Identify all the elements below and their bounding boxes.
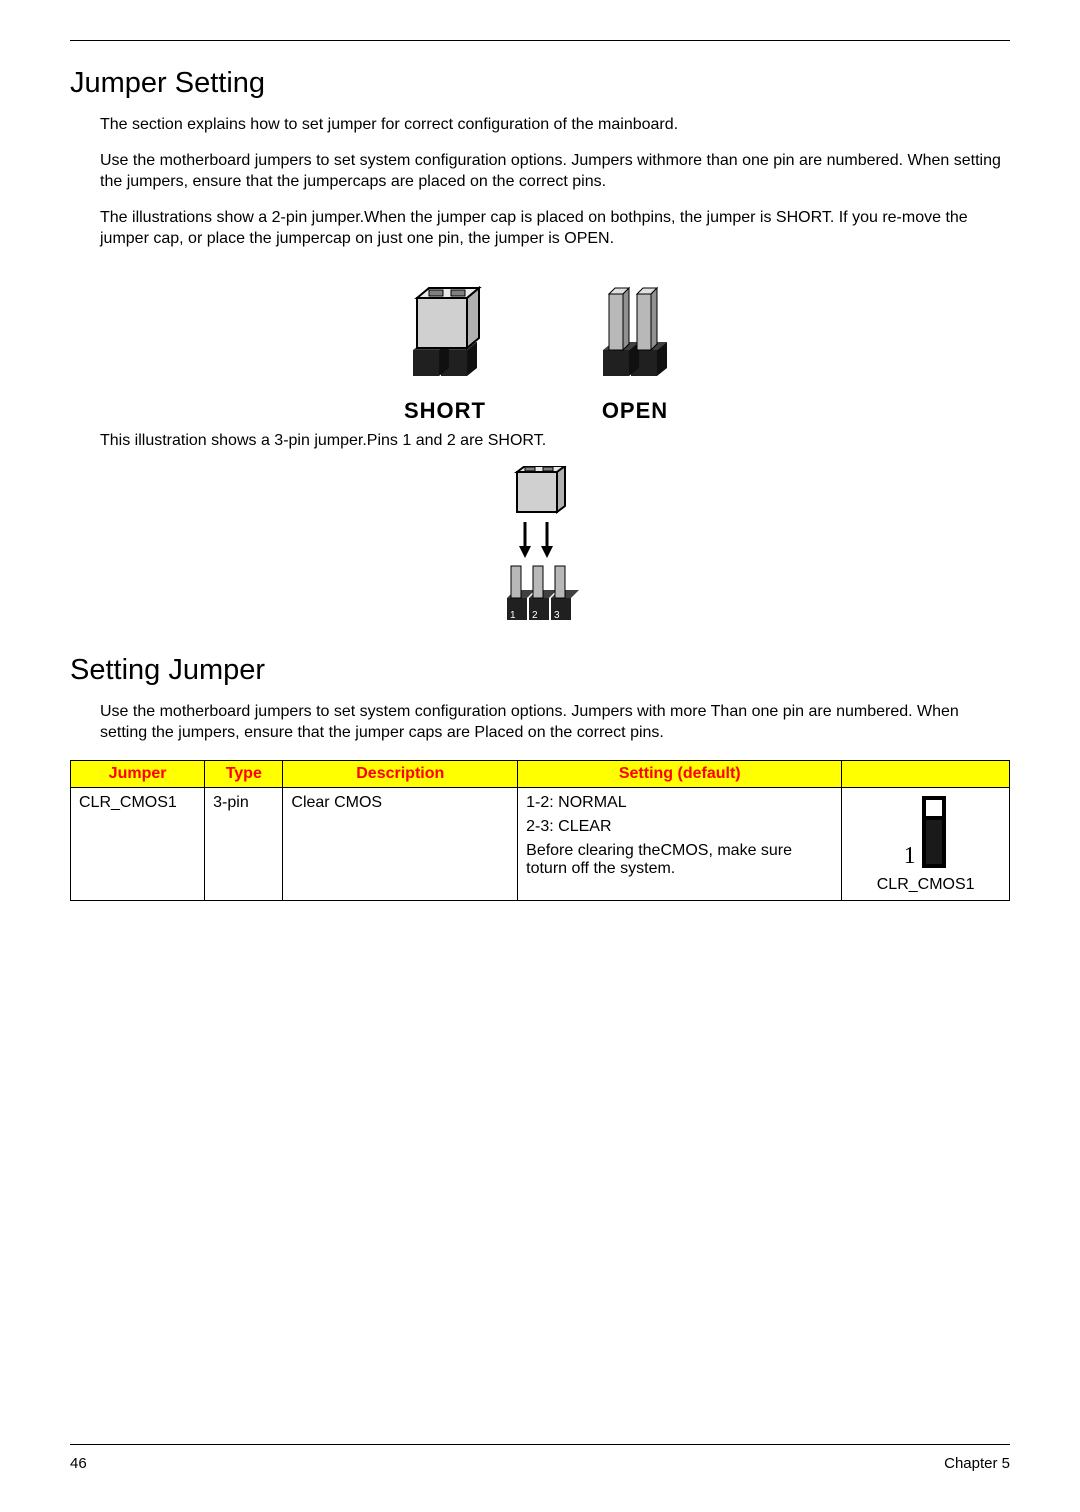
cell-type: 3-pin (205, 787, 283, 900)
label-open: OPEN (602, 398, 668, 424)
jumper-3pin-icon: 1 2 3 (495, 466, 585, 636)
para-2: Use the motherboard jumpers to set syste… (100, 150, 1010, 193)
setting-line-2: 2-3: CLEAR (526, 818, 833, 836)
cell-diagram: 1 CLR_CMOS1 (842, 787, 1010, 900)
top-rule (70, 40, 1010, 41)
para-5: Use the motherboard jumpers to set syste… (100, 701, 1010, 744)
illustration-2pin-row: SHORT OPEN (70, 264, 1010, 424)
cell-jumper: CLR_CMOS1 (71, 787, 205, 900)
th-setting: Setting (default) (518, 760, 842, 787)
illustration-short: SHORT (395, 264, 495, 424)
setting-line-3: Before clearing theCMOS, make sure totur… (526, 842, 833, 878)
pin1-number: 1 (904, 843, 916, 870)
cell-setting: 1-2: NORMAL 2-3: CLEAR Before clearing t… (518, 787, 842, 900)
th-jumper: Jumper (71, 760, 205, 787)
th-description: Description (283, 760, 518, 787)
illustration-open: OPEN (585, 264, 685, 424)
label-short: SHORT (404, 398, 486, 424)
heading-setting-jumper: Setting Jumper (70, 654, 1010, 687)
heading-jumper-setting: Jumper Setting (70, 67, 1010, 100)
para-1: The section explains how to set jumper f… (100, 114, 1010, 136)
svg-text:2: 2 (532, 610, 538, 621)
para-3: The illustrations show a 2-pin jumper.Wh… (100, 207, 1010, 250)
footer: 46 Chapter 5 (70, 1444, 1010, 1472)
jumper-short-icon (395, 264, 495, 384)
diagram-label: CLR_CMOS1 (850, 876, 1001, 894)
svg-text:1: 1 (510, 610, 516, 621)
footer-rule (70, 1444, 1010, 1445)
chapter-label: Chapter 5 (944, 1455, 1010, 1472)
th-diagram (842, 760, 1010, 787)
page: Jumper Setting The section explains how … (0, 0, 1080, 1512)
clr-cmos1-icon (920, 794, 948, 870)
setting-line-1: 1-2: NORMAL (526, 794, 833, 812)
th-type: Type (205, 760, 283, 787)
svg-text:3: 3 (554, 610, 560, 621)
table-row: CLR_CMOS1 3-pin Clear CMOS 1-2: NORMAL 2… (71, 787, 1010, 900)
para-4: This illustration shows a 3-pin jumper.P… (100, 430, 1010, 452)
illustration-3pin: 1 2 3 (70, 466, 1010, 636)
table-header-row: Jumper Type Description Setting (default… (71, 760, 1010, 787)
jumper-table: Jumper Type Description Setting (default… (70, 760, 1010, 901)
jumper-open-icon (585, 264, 685, 384)
page-number: 46 (70, 1455, 87, 1472)
cell-description: Clear CMOS (283, 787, 518, 900)
